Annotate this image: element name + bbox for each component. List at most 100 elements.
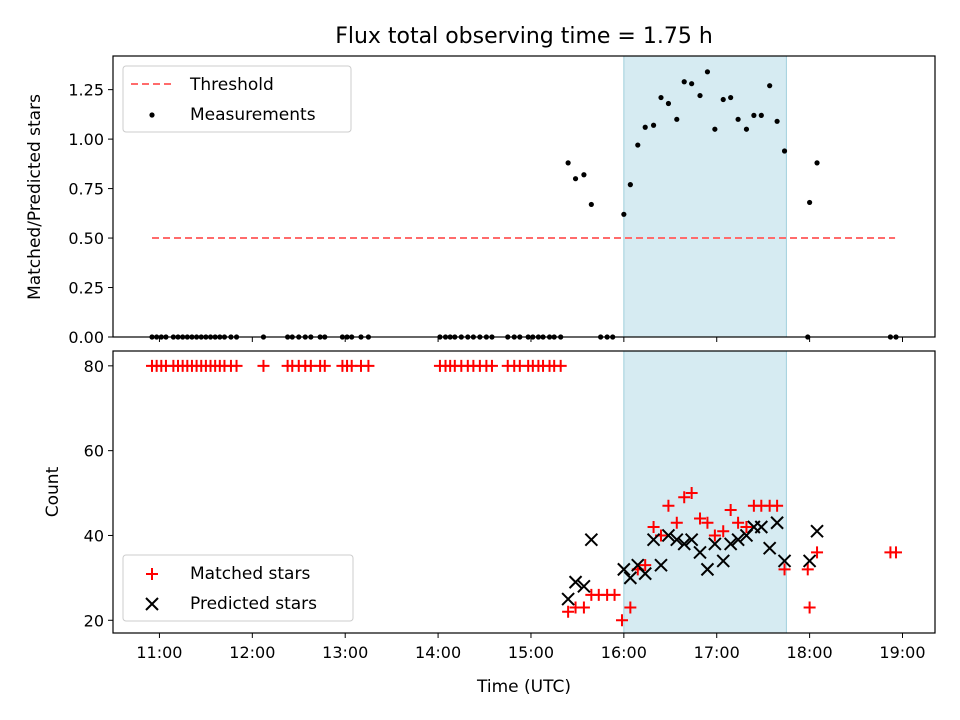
predicted-star-marker — [762, 541, 777, 555]
axes-frame — [112, 55, 936, 338]
predicted-star-marker — [661, 528, 676, 543]
matched-star-marker — [717, 525, 730, 538]
predicted-star-marker — [810, 524, 824, 538]
x-tick-label: 15:00 — [508, 643, 554, 662]
measurement-point — [665, 100, 672, 107]
legend-matched-swatch — [146, 568, 158, 580]
matched-star-marker — [577, 601, 590, 614]
y-tick-label: 0.25 — [68, 279, 104, 298]
matched-star-marker — [694, 512, 707, 525]
measurement-point — [681, 79, 687, 85]
y-tick-label: 40 — [84, 526, 104, 545]
measurement-point — [751, 112, 757, 118]
measurement-point — [781, 148, 788, 154]
legend-frame — [122, 65, 352, 133]
predicted-star-marker — [561, 592, 575, 606]
matched-star-marker — [257, 359, 270, 372]
y-tick-label: 1.00 — [68, 130, 104, 149]
matched-star-marker — [708, 529, 721, 542]
x-tick-label: 12:00 — [229, 643, 275, 662]
legend-measurements-swatch — [149, 112, 155, 118]
measurement-point — [814, 160, 820, 166]
legend-frame — [122, 554, 354, 622]
matched-star-marker — [230, 359, 243, 372]
legend-threshold-label: Threshold — [189, 75, 274, 95]
matched-star-marker — [811, 546, 824, 559]
predicted-star-marker — [731, 532, 745, 547]
predicted-star-marker — [654, 558, 668, 572]
predicted-star-marker — [708, 537, 722, 551]
measurement-point — [774, 118, 780, 124]
predicted-star-marker — [638, 566, 652, 581]
measurement-point — [728, 94, 734, 101]
matched-star-marker — [362, 359, 375, 372]
predicted-star-marker — [646, 532, 661, 547]
predicted-star-marker — [777, 554, 792, 568]
matched-star-marker — [615, 614, 628, 627]
measurement-point — [697, 92, 703, 99]
matched-star-marker — [732, 516, 745, 529]
matched-star-marker — [678, 491, 691, 504]
y-tick-label: 20 — [84, 611, 104, 630]
measurement-point — [767, 83, 773, 89]
predicted-star-marker — [568, 575, 583, 589]
measurement-point — [720, 96, 726, 103]
top-y-axis-label: Matched/Predicted stars — [25, 94, 45, 300]
y-tick-label: 0.75 — [68, 180, 104, 199]
measurement-point — [807, 199, 813, 206]
y-tick-label: 1.25 — [68, 81, 104, 100]
matched-star-marker — [889, 546, 902, 559]
predicted-star-marker — [684, 532, 699, 547]
matched-star-marker — [562, 605, 575, 618]
predicted-star-marker — [754, 520, 769, 534]
matched-star-marker — [318, 359, 331, 372]
measurement-point — [650, 122, 657, 128]
y-tick-label: 0.00 — [68, 328, 104, 347]
axes-frame — [112, 350, 936, 634]
x-tick-label: 13:00 — [322, 643, 368, 662]
measurement-point — [674, 116, 680, 122]
legend-measurements-label: Measurements — [190, 105, 316, 125]
x-axis-label: Time (UTC) — [476, 677, 571, 697]
x-tick-label: 14:00 — [415, 643, 461, 662]
measurement-point — [635, 142, 641, 148]
bottom-y-axis-label: Count — [43, 466, 63, 517]
matched-star-marker — [624, 601, 637, 614]
matched-star-marker — [685, 487, 698, 500]
matched-star-marker — [608, 588, 621, 601]
x-tick-label: 11:00 — [136, 643, 182, 662]
measurement-point — [572, 176, 579, 182]
measurement-point — [565, 160, 571, 166]
bottom-legend: Matched stars Predicted stars — [122, 554, 354, 622]
matched-star-marker — [778, 563, 791, 576]
predicted-star-marker — [617, 562, 631, 577]
y-tick-label: 60 — [84, 442, 104, 461]
predicted-star-marker — [700, 562, 715, 577]
matched-star-marker — [701, 516, 714, 529]
x-tick-label: 18:00 — [787, 643, 833, 662]
predicted-star-marker — [577, 579, 591, 594]
bottom-panel: 20 40 60 80 11:00 12:00 13:00 14:00 15:00 16:00 17… — [84, 350, 936, 662]
legend-predicted-swatch — [145, 597, 159, 611]
observing-window-span — [623, 55, 787, 338]
matched-star-marker — [803, 601, 816, 614]
predicted-star-marker — [770, 516, 784, 530]
measurement-point — [627, 182, 633, 188]
measurement-point — [704, 69, 711, 75]
observing-window-span — [623, 350, 787, 634]
measurement-point — [758, 112, 764, 118]
matched-star-marker — [740, 520, 753, 533]
measurement-point — [642, 124, 648, 130]
matched-star-marker — [724, 504, 737, 517]
predicted-star-marker — [677, 537, 691, 551]
matched-star-marker — [801, 563, 814, 576]
x-tick-label: 17:00 — [694, 643, 740, 662]
measurement-point — [735, 116, 741, 122]
top-legend: Threshold Measurements — [122, 65, 352, 133]
chart-title: Flux total observing time = 1.75 h — [335, 24, 713, 49]
measurement-point — [689, 81, 695, 87]
x-tick-label: 16:00 — [601, 643, 647, 662]
matched-star-marker — [647, 520, 660, 533]
matched-star-marker — [670, 516, 683, 529]
